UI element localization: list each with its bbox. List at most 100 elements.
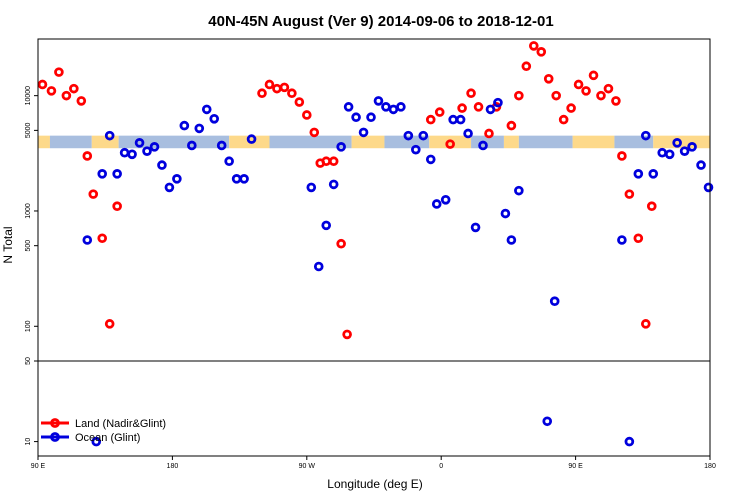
ocean-point xyxy=(470,222,481,233)
ocean-point xyxy=(440,194,451,205)
ocean-point xyxy=(506,235,517,245)
y-axis: 10 50 100 500 1000 5000 10000 xyxy=(25,86,38,446)
ocean-point xyxy=(648,169,659,179)
ocean-point xyxy=(112,169,122,179)
y-tick-label: 10 xyxy=(25,438,32,446)
ocean-point xyxy=(425,154,436,165)
y-tick-label: 100 xyxy=(25,320,32,332)
x-tick-label: 90 W xyxy=(299,463,316,470)
land-point xyxy=(287,88,297,99)
ocean-point xyxy=(149,142,160,152)
land-point xyxy=(603,83,614,94)
ocean-point xyxy=(455,114,466,125)
ocean-point xyxy=(343,102,354,112)
ocean-point xyxy=(194,123,205,134)
ocean-point xyxy=(500,208,511,219)
ocean-point xyxy=(172,174,182,184)
land-point xyxy=(596,90,606,101)
y-tick-label: 500 xyxy=(25,240,32,252)
land-point xyxy=(457,103,467,113)
ocean-point xyxy=(696,160,706,170)
ocean-point xyxy=(687,142,697,152)
ocean-point xyxy=(549,296,560,307)
ocean-point xyxy=(187,140,197,151)
ocean-point xyxy=(164,182,175,193)
ocean-point xyxy=(209,113,220,124)
land-point xyxy=(61,90,72,101)
ocean-point xyxy=(373,96,384,106)
land-point xyxy=(97,233,108,244)
ocean-point xyxy=(239,174,249,184)
y-axis-label: N Total xyxy=(1,226,15,263)
land-point xyxy=(588,70,599,81)
land-point xyxy=(633,233,644,244)
land-point xyxy=(484,128,494,139)
land-point xyxy=(336,238,346,249)
land-point xyxy=(425,114,436,125)
land-point xyxy=(301,110,312,120)
ocean-point xyxy=(328,179,339,190)
ocean-point xyxy=(448,114,458,125)
ocean-point xyxy=(313,261,324,272)
band-segment xyxy=(503,135,519,149)
land-point xyxy=(272,83,282,94)
band-segment xyxy=(269,135,352,149)
land-point xyxy=(82,151,93,161)
ocean-point xyxy=(478,140,488,151)
ocean-point xyxy=(403,130,414,141)
ocean-point xyxy=(246,134,257,144)
land-point xyxy=(566,103,576,113)
land-point xyxy=(536,47,547,57)
ocean-point xyxy=(493,97,503,108)
land-point xyxy=(37,79,48,90)
land-point xyxy=(473,102,484,112)
band-segment xyxy=(38,135,50,149)
ocean-point xyxy=(91,436,102,447)
ocean-point xyxy=(231,174,242,184)
ocean-point xyxy=(216,140,227,151)
land-point xyxy=(466,88,476,99)
ocean-point xyxy=(321,220,332,231)
band-segment xyxy=(518,135,573,149)
ocean-point xyxy=(703,182,714,193)
x-axis: 90 E 180 90 W 0 90 E 180 xyxy=(31,456,716,470)
ocean-point xyxy=(617,235,627,245)
ocean-point xyxy=(640,130,651,141)
ocean-point xyxy=(657,147,668,158)
ocean-point xyxy=(201,104,212,115)
ocean-point xyxy=(418,130,429,141)
land-point xyxy=(506,120,517,131)
ocean-point xyxy=(119,147,130,158)
ocean-point xyxy=(157,160,167,170)
land-point xyxy=(76,96,87,106)
ocean-point xyxy=(396,102,406,112)
land-point xyxy=(558,114,569,125)
land-point xyxy=(321,156,332,167)
ocean-point xyxy=(542,416,553,427)
ocean-point xyxy=(411,144,421,155)
x-axis-label: Longitude (deg E) xyxy=(327,477,422,491)
land-point xyxy=(521,61,532,72)
land-point xyxy=(69,83,79,94)
ocean-point xyxy=(97,169,108,179)
ocean-point xyxy=(633,169,644,179)
land-point xyxy=(646,201,657,211)
x-tick-label: 90 E xyxy=(31,463,46,470)
land-point xyxy=(88,189,99,199)
land-point xyxy=(551,90,561,101)
band-segment xyxy=(572,135,615,149)
land-point xyxy=(624,189,635,199)
land-point xyxy=(342,329,352,340)
ocean-point xyxy=(388,104,399,115)
land-point xyxy=(528,41,539,51)
ocean-point xyxy=(351,112,361,123)
band-segment xyxy=(91,135,119,149)
ocean-point xyxy=(127,149,137,160)
band-segment xyxy=(351,135,385,149)
x-tick-label: 0 xyxy=(439,463,443,470)
data-points xyxy=(37,41,714,447)
land-point xyxy=(112,201,122,211)
band xyxy=(38,135,710,149)
x-tick-label: 90 E xyxy=(568,463,583,470)
land-point xyxy=(611,96,621,106)
